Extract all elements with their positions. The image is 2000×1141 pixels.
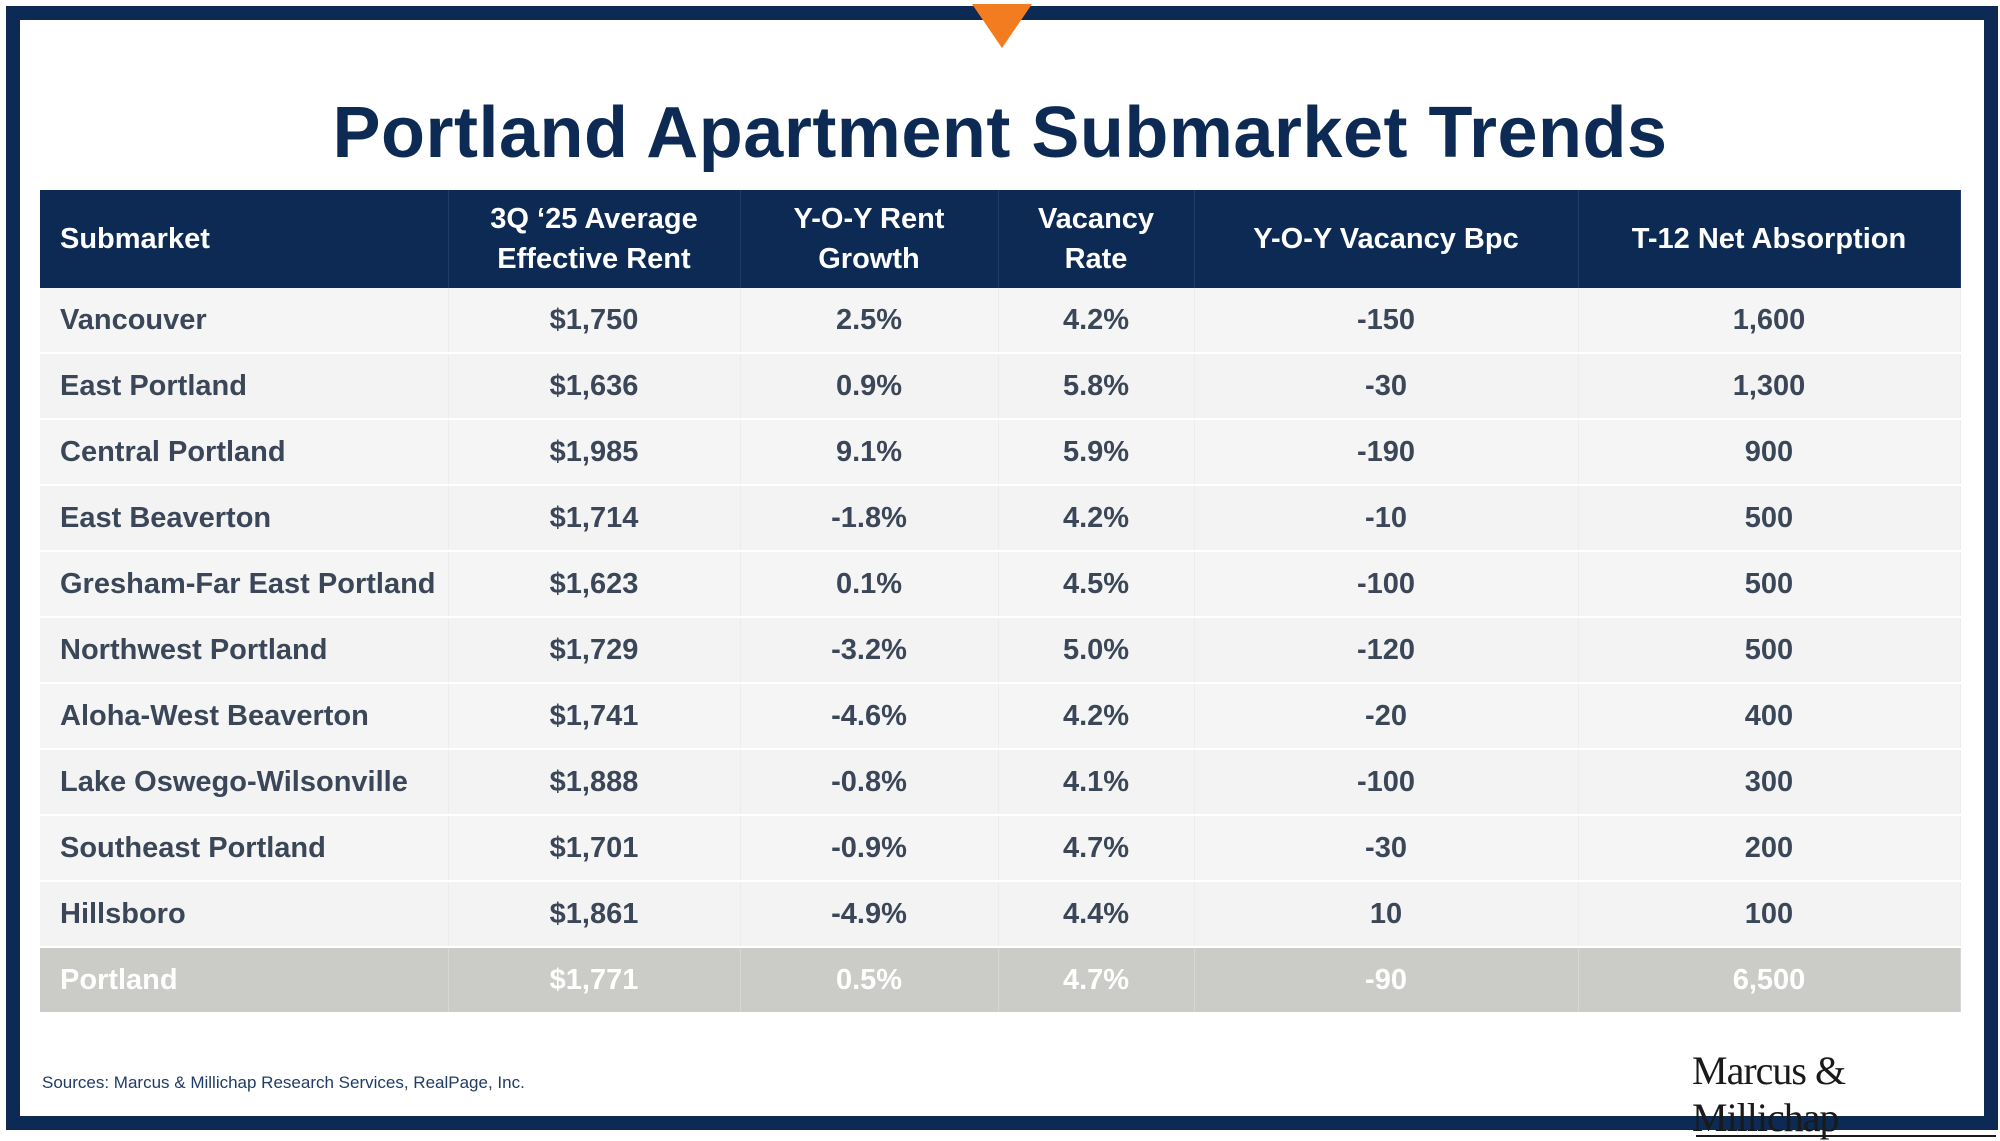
cell-net-absorption: 100 — [1578, 881, 1961, 948]
cell-net-absorption: 300 — [1578, 749, 1961, 816]
cell-average-effective-rent: $1,771 — [448, 947, 741, 1014]
orange-notch-marker — [972, 4, 1032, 48]
logo-wordmark: Marcus & Millichap — [1692, 1048, 1846, 1140]
cell-rent-growth: -0.9% — [740, 815, 999, 882]
cell-rent-growth: 9.1% — [740, 419, 999, 486]
cell-vacancy-rate: 4.5% — [998, 551, 1195, 618]
cell-vacancy-bpc: -30 — [1194, 815, 1579, 882]
cell-average-effective-rent: $1,741 — [448, 683, 741, 750]
cell-rent-growth: 0.9% — [740, 353, 999, 420]
cell-vacancy-bpc: -120 — [1194, 617, 1579, 684]
cell-net-absorption: 500 — [1578, 551, 1961, 618]
table-row: Hillsboro $1,861 -4.9% 4.4% 10 100 — [40, 881, 1961, 948]
table-row: East Portland $1,636 0.9% 5.8% -30 1,300 — [40, 353, 1961, 420]
cell-net-absorption: 500 — [1578, 485, 1961, 552]
table-row: Central Portland $1,985 9.1% 5.9% -190 900 — [40, 419, 1961, 486]
cell-submarket: East Beaverton — [40, 485, 449, 552]
sources-note: Sources: Marcus & Millichap Research Ser… — [42, 1073, 525, 1092]
cell-submarket: Aloha-West Beaverton — [40, 683, 449, 750]
cell-submarket: Lake Oswego-Wilsonville — [40, 749, 449, 816]
header-vacancy-bpc: Y-O-Y Vacancy Bpc — [1194, 190, 1579, 288]
cell-net-absorption: 500 — [1578, 617, 1961, 684]
cell-net-absorption: 900 — [1578, 419, 1961, 486]
table-row: Northwest Portland $1,729 -3.2% 5.0% -120 500 — [40, 617, 1961, 684]
cell-rent-growth: 0.1% — [740, 551, 999, 618]
logo-underline — [1696, 1135, 1996, 1137]
cell-average-effective-rent: $1,888 — [448, 749, 741, 816]
table-row: Lake Oswego-Wilsonville $1,888 -0.8% 4.1% -1… — [40, 749, 1961, 816]
cell-average-effective-rent: $1,623 — [448, 551, 741, 618]
cell-vacancy-bpc: 10 — [1194, 881, 1579, 948]
table-row: Aloha-West Beaverton $1,741 -4.6% 4.2% -20 40… — [40, 683, 1961, 750]
cell-submarket: Gresham-Far East Portland — [40, 551, 449, 618]
cell-net-absorption: 1,600 — [1578, 288, 1961, 354]
cell-submarket: Vancouver — [40, 288, 449, 354]
cell-average-effective-rent: $1,985 — [448, 419, 741, 486]
cell-submarket: Portland — [40, 947, 449, 1014]
cell-vacancy-rate: 5.0% — [998, 617, 1195, 684]
cell-net-absorption: 6,500 — [1578, 947, 1961, 1014]
cell-vacancy-rate: 4.2% — [998, 485, 1195, 552]
table-row: Gresham-Far East Portland $1,623 0.1% 4.5% -… — [40, 551, 1961, 618]
header-rent-growth: Y-O-Y Rent Growth — [740, 190, 999, 288]
cell-rent-growth: -0.8% — [740, 749, 999, 816]
cell-vacancy-rate: 5.9% — [998, 419, 1195, 486]
cell-submarket: East Portland — [40, 353, 449, 420]
cell-vacancy-rate: 4.2% — [998, 683, 1195, 750]
header-average-effective-rent: 3Q ‘25 Average Effective Rent — [448, 190, 741, 288]
cell-vacancy-rate: 4.4% — [998, 881, 1195, 948]
cell-vacancy-rate: 4.7% — [998, 947, 1195, 1014]
cell-vacancy-rate: 5.8% — [998, 353, 1195, 420]
cell-average-effective-rent: $1,729 — [448, 617, 741, 684]
cell-average-effective-rent: $1,701 — [448, 815, 741, 882]
cell-rent-growth: -4.6% — [740, 683, 999, 750]
table-row: East Beaverton $1,714 -1.8% 4.2% -10 500 — [40, 485, 1961, 552]
cell-vacancy-bpc: -100 — [1194, 749, 1579, 816]
cell-vacancy-bpc: -190 — [1194, 419, 1579, 486]
cell-rent-growth: -1.8% — [740, 485, 999, 552]
table-header-row: Submarket 3Q ‘25 Average Effective Rent … — [40, 190, 1961, 288]
cell-average-effective-rent: $1,636 — [448, 353, 741, 420]
cell-vacancy-bpc: -30 — [1194, 353, 1579, 420]
cell-vacancy-rate: 4.1% — [998, 749, 1195, 816]
cell-average-effective-rent: $1,714 — [448, 485, 741, 552]
page-title: Portland Apartment Submarket Trends — [332, 93, 1668, 173]
header-submarket: Submarket — [40, 190, 449, 288]
table-row: Vancouver $1,750 2.5% 4.2% -150 1,600 — [40, 288, 1961, 354]
cell-average-effective-rent: $1,750 — [448, 288, 741, 354]
cell-net-absorption: 200 — [1578, 815, 1961, 882]
cell-average-effective-rent: $1,861 — [448, 881, 741, 948]
cell-rent-growth: 0.5% — [740, 947, 999, 1014]
header-net-absorption: T-12 Net Absorption — [1578, 190, 1961, 288]
cell-vacancy-rate: 4.2% — [998, 288, 1195, 354]
cell-vacancy-bpc: -20 — [1194, 683, 1579, 750]
table-row: Southeast Portland $1,701 -0.9% 4.7% -30 200 — [40, 815, 1961, 882]
cell-net-absorption: 1,300 — [1578, 353, 1961, 420]
cell-vacancy-bpc: -90 — [1194, 947, 1579, 1014]
cell-submarket: Central Portland — [40, 419, 449, 486]
table-total-row: Portland $1,771 0.5% 4.7% -90 6,500 — [40, 947, 1961, 1014]
table-body: Vancouver $1,750 2.5% 4.2% -150 1,600 East Por… — [40, 288, 1961, 1014]
submarket-trends-table: Submarket 3Q ‘25 Average Effective Rent … — [40, 190, 1961, 1014]
cell-submarket: Southeast Portland — [40, 815, 449, 882]
cell-submarket: Hillsboro — [40, 881, 449, 948]
header-vacancy-rate: Vacancy Rate — [998, 190, 1195, 288]
cell-rent-growth: 2.5% — [740, 288, 999, 354]
company-logo: Marcus & Millichap — [1692, 1047, 2000, 1141]
cell-rent-growth: -3.2% — [740, 617, 999, 684]
cell-vacancy-bpc: -100 — [1194, 551, 1579, 618]
cell-rent-growth: -4.9% — [740, 881, 999, 948]
cell-vacancy-rate: 4.7% — [998, 815, 1195, 882]
cell-submarket: Northwest Portland — [40, 617, 449, 684]
cell-vacancy-bpc: -150 — [1194, 288, 1579, 354]
cell-net-absorption: 400 — [1578, 683, 1961, 750]
cell-vacancy-bpc: -10 — [1194, 485, 1579, 552]
